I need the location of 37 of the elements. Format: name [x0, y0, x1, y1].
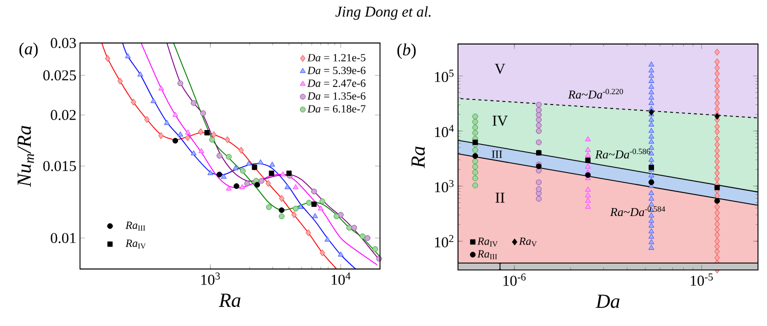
- annotation: Ra~Da$^{-0.586}$: [595, 148, 650, 158]
- y-tick-label: 0.02: [50, 110, 76, 120]
- x-tick-label: 10$^{3}$: [201, 272, 220, 285]
- legend-label: Ra$_{IV}$: [125, 240, 146, 249]
- chart-title: (b): [397, 44, 416, 59]
- y-axis-title: Nu$_{m}$/Ra: [18, 126, 34, 188]
- x-axis-title: Da: [596, 294, 620, 308]
- y-tick-label: 10$^{5}$: [435, 70, 454, 82]
- text: Jing Dong et al.: [335, 6, 430, 20]
- x-axis-title: Ra: [218, 294, 240, 308]
- y-tick-label: 10$^{4}$: [435, 124, 454, 138]
- legend-label: Da = 5.39e-6: [307, 66, 366, 74]
- chart-title: (a): [19, 42, 38, 58]
- band-label: I: [498, 264, 502, 270]
- legend-label: Ra$_{III}$: [125, 222, 146, 230]
- y-tick-label: 0.01: [50, 232, 76, 244]
- x-tick-label: 10$^{-5}$: [690, 274, 713, 286]
- y-tick-label: 0.015: [43, 160, 76, 172]
- y-tick-label: 10$^{3}$: [435, 180, 454, 192]
- annotation: Ra~Da$^{-0.220}$: [568, 88, 624, 99]
- annotation: IV: [492, 116, 508, 126]
- legend-label: Ra$_{III}$: [477, 250, 498, 260]
- legend-label: Da = 6.18e-7: [307, 105, 366, 113]
- legend-label: Da = 1.35e-6: [307, 92, 366, 100]
- x-tick-label: 10$^{4}$: [332, 272, 350, 285]
- annotation: III: [492, 150, 502, 158]
- legend-label: Ra$_{IV}$: [477, 238, 498, 247]
- annotation: V: [494, 64, 506, 74]
- annotation: II: [496, 192, 504, 203]
- y-tick-label: 0.025: [43, 70, 76, 80]
- y-tick-label: 10$^{2}$: [435, 235, 454, 248]
- legend-label: Da = 2.47e-6: [307, 80, 366, 87]
- y-tick-label: 0.03: [50, 38, 76, 48]
- x-tick-label: 10$^{-6}$: [504, 274, 526, 286]
- legend-label: Da = 1.21e-5: [307, 54, 366, 62]
- y-axis-title: Ra: [412, 146, 425, 168]
- legend-label: Ra$_{V}$: [518, 238, 537, 247]
